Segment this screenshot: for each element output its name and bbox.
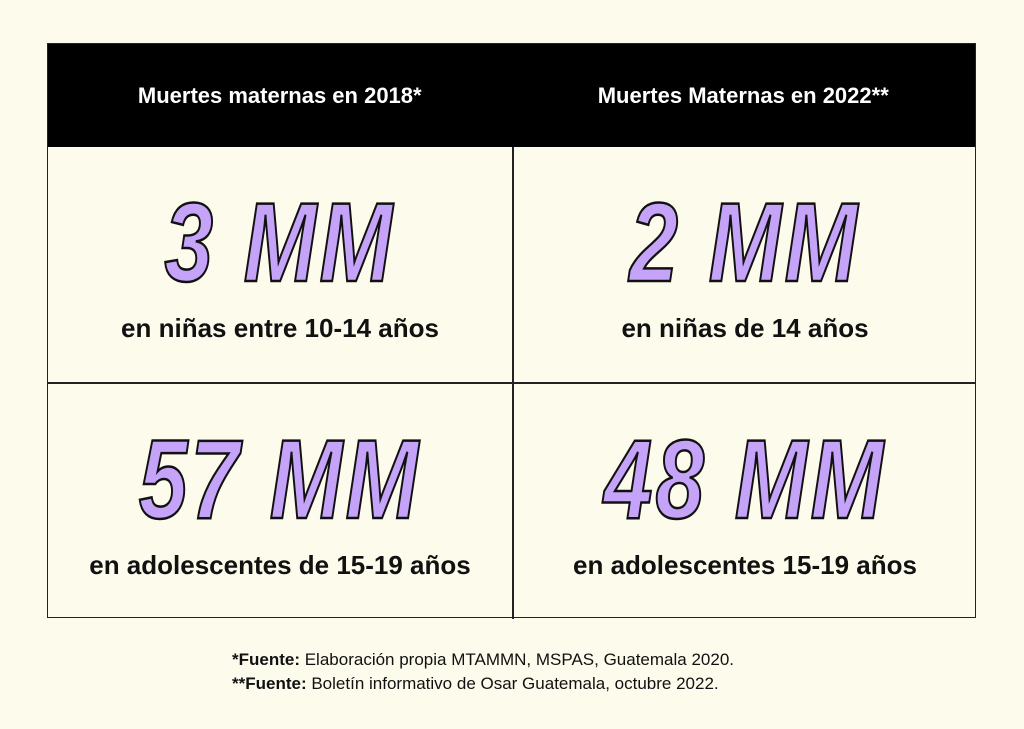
cell-2018-girls: 3 MM en niñas entre 10-14 años [48, 147, 512, 383]
source-note-2: **Fuente: Boletín informativo de Osar Gu… [232, 672, 734, 696]
note-text: Boletín informativo de Osar Guatemala, o… [306, 674, 719, 693]
stat-label: en adolescentes 15-19 años [573, 550, 917, 580]
stat-value: 57 MM [138, 417, 422, 542]
stat-label: en adolescentes de 15-19 años [89, 550, 471, 580]
note-text: Elaboración propia MTAMMN, MSPAS, Guatem… [300, 650, 734, 669]
source-note-1: *Fuente: Elaboración propia MTAMMN, MSPA… [232, 648, 734, 672]
stat-value: 3 MM [164, 180, 396, 305]
maternal-deaths-table: Muertes maternas en 2018* Muertes Matern… [47, 43, 977, 620]
note-prefix: *Fuente: [232, 650, 300, 669]
cell-2022-girls: 2 MM en niñas de 14 años [513, 147, 977, 383]
cell-2018-adolescents: 57 MM en adolescentes de 15-19 años [48, 384, 512, 620]
stat-value: 2 MM [629, 180, 861, 305]
header-2018: Muertes maternas en 2018* [137, 82, 422, 108]
stat-value: 48 MM [603, 417, 887, 542]
cell-2022-adolescents: 48 MM en adolescentes 15-19 años [513, 384, 977, 620]
note-prefix: **Fuente: [232, 674, 307, 693]
header-2022: Muertes Maternas en 2022** [597, 82, 889, 108]
source-notes: *Fuente: Elaboración propia MTAMMN, MSPA… [232, 648, 734, 696]
stat-label: en niñas entre 10-14 años [121, 313, 439, 343]
table-header: Muertes maternas en 2018* Muertes Matern… [48, 44, 975, 147]
row-divider [48, 382, 975, 384]
stat-label: en niñas de 14 años [621, 313, 869, 343]
